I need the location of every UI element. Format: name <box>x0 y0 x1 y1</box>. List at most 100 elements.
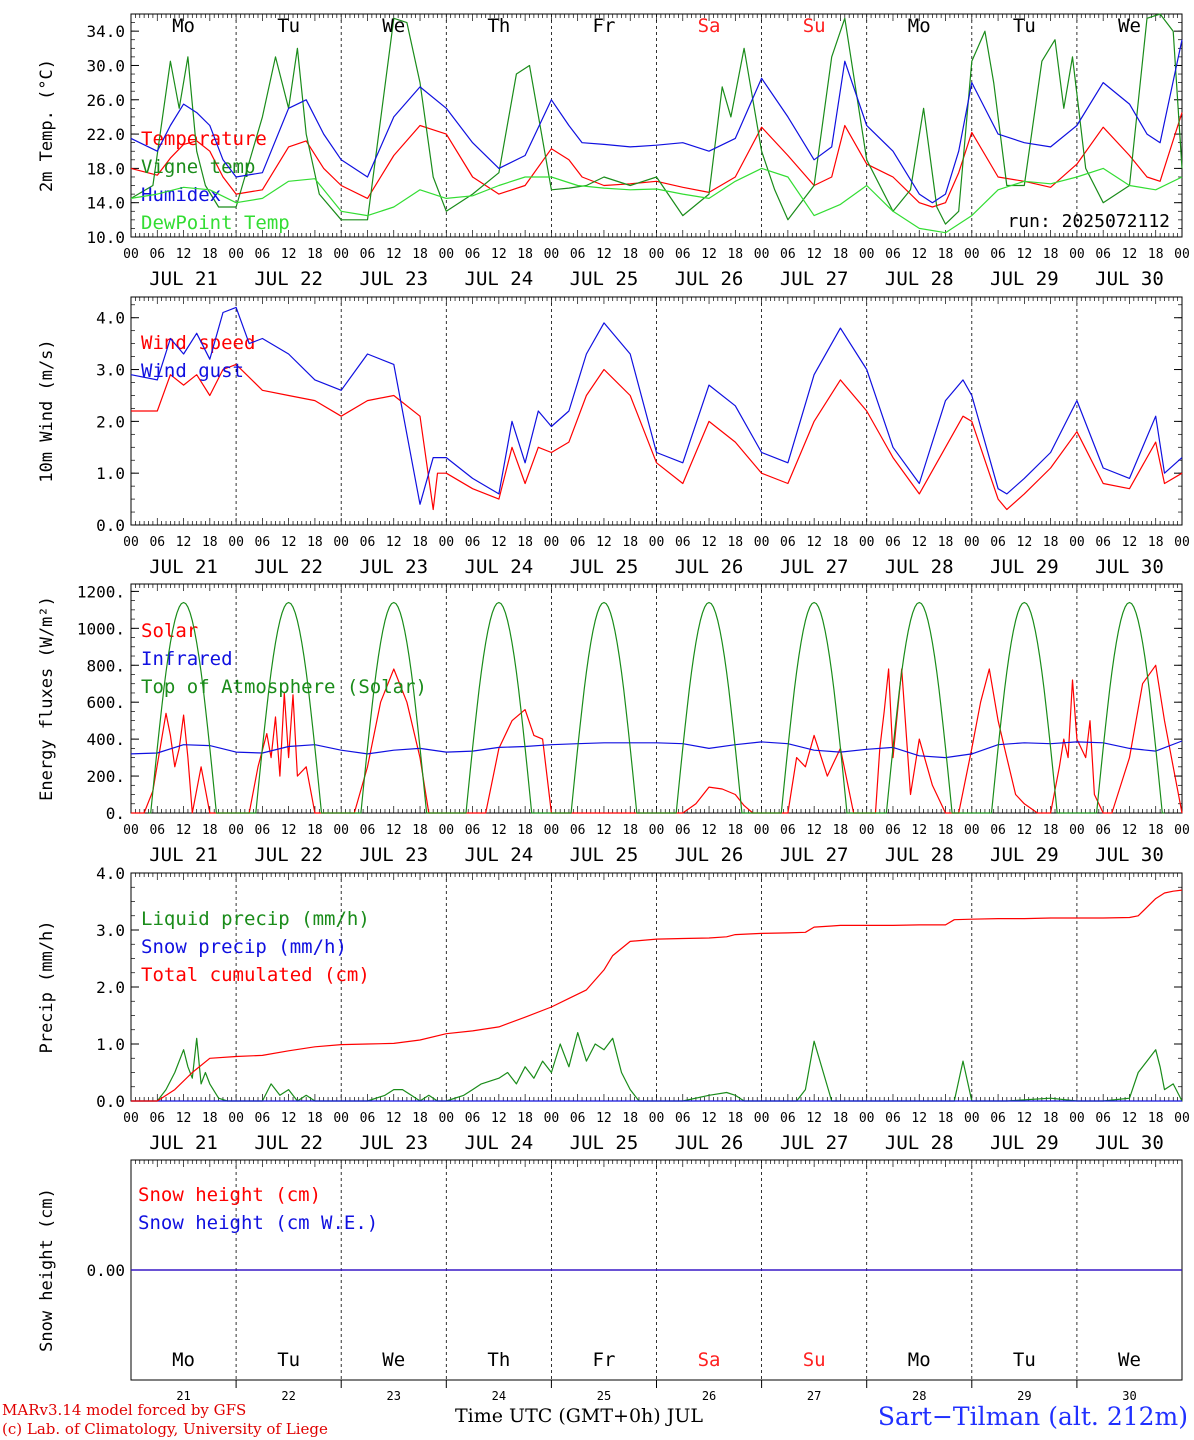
x-date-label: JUL 23 <box>359 556 428 578</box>
x-hour-label: 00 <box>859 247 875 262</box>
x-hour-label: 06 <box>675 535 691 550</box>
legend-entry: Wind gust <box>141 360 244 382</box>
x-hour-label: 18 <box>938 535 954 550</box>
x-hour-label: 18 <box>517 1111 533 1126</box>
x-hour-label: 18 <box>833 535 849 550</box>
weekday-label: We <box>1118 1349 1141 1371</box>
x-hour-label: 12 <box>281 535 297 550</box>
x-hour-label: 18 <box>517 247 533 262</box>
x-hour-label: 12 <box>491 1111 507 1126</box>
x-hour-label: 00 <box>228 1111 244 1126</box>
y-tick-label: 2.0 <box>96 978 125 997</box>
x-hour-label: 00 <box>859 823 875 838</box>
panel-1: 10.0 14.0 18.0 22.0 26.0 30.0 34.0 2m Temp. (°C… <box>37 13 1190 290</box>
x-hour-label: 00 <box>438 823 454 838</box>
weekday-label: Mo <box>172 1349 195 1371</box>
x-hour-label: 00 <box>1174 535 1190 550</box>
x-date-label: JUL 26 <box>675 268 744 290</box>
y-tick-label: 34.0 <box>86 22 125 41</box>
x-hour-label: 18 <box>727 247 743 262</box>
weekday-label: Tu <box>1013 15 1036 37</box>
y-tick-label: 30.0 <box>86 56 125 75</box>
x-hour-label: 18 <box>202 1111 218 1126</box>
legend-entry: Total cumulated (cm) <box>141 964 370 986</box>
x-hour-label: 00 <box>1069 823 1085 838</box>
x-hour-label: 12 <box>806 535 822 550</box>
series-line-top-of-atmosphere-solar- <box>148 601 1165 814</box>
x-hour-label: 00 <box>1069 535 1085 550</box>
x-hour-label: 18 <box>622 535 638 550</box>
x-hour-label: 00 <box>1174 247 1190 262</box>
x-hour-label: 18 <box>938 1111 954 1126</box>
x-hour-label: 12 <box>1122 823 1138 838</box>
x-hour-label: 18 <box>1043 1111 1059 1126</box>
x-hour-label: 06 <box>149 823 165 838</box>
x-hour-label: 06 <box>1095 823 1111 838</box>
x-hour-label: 12 <box>911 823 927 838</box>
x-hour-label: 06 <box>360 1111 376 1126</box>
x-hour-label: 00 <box>228 823 244 838</box>
x-date-label: JUL 27 <box>780 556 849 578</box>
x-hour-label: 18 <box>1043 535 1059 550</box>
x-hour-label: 00 <box>859 535 875 550</box>
x-hour-label: 06 <box>360 247 376 262</box>
x-hour-label: 00 <box>123 535 139 550</box>
legend-entry: DewPoint Temp <box>141 212 290 234</box>
legend-entry: Solar <box>141 620 198 642</box>
x-date-label: JUL 21 <box>149 1132 218 1154</box>
y-tick-label: 0.00 <box>86 1261 125 1280</box>
x-date-label: JUL 24 <box>465 556 534 578</box>
x-hour-label: 12 <box>701 535 717 550</box>
x-hour-label: 12 <box>596 535 612 550</box>
x-hour-label: 00 <box>1069 247 1085 262</box>
series-line-wind-speed <box>131 363 1183 511</box>
x-hour-label: 18 <box>938 247 954 262</box>
x-hour-label: 00 <box>1174 1111 1190 1126</box>
x-hour-label: 00 <box>649 535 665 550</box>
day-number-label: 28 <box>912 1389 926 1403</box>
x-hour-label: 06 <box>570 535 586 550</box>
x-hour-label: 18 <box>1148 1111 1164 1126</box>
x-hour-label: 00 <box>649 247 665 262</box>
y-tick-label: 800. <box>86 656 125 675</box>
x-hour-label: 18 <box>307 823 323 838</box>
x-date-label: JUL 29 <box>990 556 1059 578</box>
x-hour-label: 12 <box>491 823 507 838</box>
x-hour-label: 12 <box>176 823 192 838</box>
day-number-label: 24 <box>492 1389 506 1403</box>
x-date-label: JUL 28 <box>885 1132 954 1154</box>
x-date-label: JUL 28 <box>885 268 954 290</box>
x-hour-label: 00 <box>123 1111 139 1126</box>
x-hour-label: 06 <box>465 535 481 550</box>
x-hour-label: 06 <box>990 823 1006 838</box>
y-axis-label: Snow height (cm) <box>37 1188 57 1352</box>
x-date-label: JUL 21 <box>149 268 218 290</box>
x-hour-label: 06 <box>570 247 586 262</box>
weekday-label: Mo <box>908 1349 931 1371</box>
x-hour-label: 00 <box>964 247 980 262</box>
weekday-label: Th <box>487 15 510 37</box>
x-hour-label: 06 <box>885 247 901 262</box>
x-hour-label: 06 <box>465 247 481 262</box>
weekday-label: We <box>382 1349 405 1371</box>
weekday-label: Sa <box>698 1349 721 1371</box>
x-hour-label: 18 <box>517 823 533 838</box>
x-hour-label: 12 <box>281 1111 297 1126</box>
x-hour-label: 12 <box>1122 535 1138 550</box>
x-hour-label: 12 <box>1017 1111 1033 1126</box>
x-date-label: JUL 22 <box>254 556 323 578</box>
series-line-dewpoint-temp <box>130 167 1183 234</box>
weekday-label: Tu <box>277 15 300 37</box>
x-hour-label: 12 <box>176 247 192 262</box>
x-hour-label: 00 <box>544 1111 560 1126</box>
x-hour-label: 06 <box>570 823 586 838</box>
x-hour-label: 06 <box>675 823 691 838</box>
x-hour-label: 00 <box>649 1111 665 1126</box>
weekday-label: We <box>382 15 405 37</box>
x-date-label: JUL 29 <box>990 268 1059 290</box>
x-hour-label: 12 <box>1017 823 1033 838</box>
x-date-label: JUL 29 <box>990 844 1059 866</box>
weekday-label: Mo <box>908 15 931 37</box>
x-hour-label: 06 <box>1095 535 1111 550</box>
x-hour-label: 06 <box>885 823 901 838</box>
